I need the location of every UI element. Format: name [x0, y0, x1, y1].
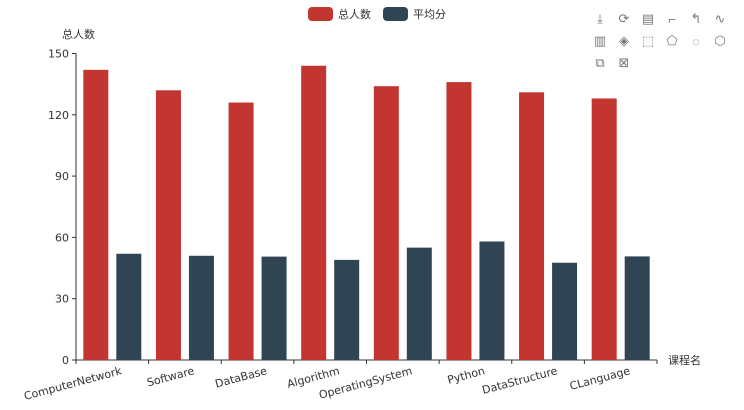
bar-icon[interactable]: ▥ — [593, 33, 607, 48]
legend-label: 平均分 — [413, 9, 446, 21]
legend-item-average[interactable]: 平均分 — [383, 6, 446, 22]
bar-total — [373, 86, 399, 361]
stack-icon[interactable]: ◈ — [619, 33, 629, 48]
toolbox: ⤓ ⟳ ▤ ⌐ ↰ ∿ ▥ ◈ ⬚ ⬠ ◌ ⬡ ⧉ ⊠ — [588, 8, 738, 74]
y-tick-label: 60 — [55, 231, 69, 244]
y-tick-label: 30 — [55, 293, 69, 306]
y-tick-label: 150 — [48, 48, 69, 61]
bar-average — [116, 253, 142, 360]
bar-total — [155, 90, 181, 360]
data-view-icon[interactable]: ▤ — [641, 11, 655, 26]
bar-average — [624, 256, 650, 360]
y-tick-label: 90 — [55, 170, 69, 183]
x-tick-label: Software — [146, 364, 196, 389]
polygon-select-icon[interactable]: ⬠ — [666, 33, 678, 48]
y-axis-title: 总人数 — [62, 27, 95, 41]
rect-select-icon[interactable]: ⬚ — [641, 33, 655, 48]
x-axis-title: 课程名 — [668, 353, 701, 367]
x-tick-label: ComputerNetwork — [23, 364, 124, 403]
clear-icon[interactable]: ⊠ — [618, 55, 630, 70]
tiled-icon[interactable]: ⧉ — [595, 55, 605, 70]
download-icon[interactable]: ⤓ — [597, 11, 603, 26]
zoom-icon[interactable]: ⌐ — [668, 11, 676, 27]
clear-select-icon[interactable]: ⬡ — [714, 33, 726, 48]
zoom-reset-icon[interactable]: ↰ — [690, 11, 702, 26]
bar-total — [83, 69, 109, 360]
legend-swatch — [308, 7, 333, 21]
legend-swatch — [383, 7, 408, 21]
bar-average — [334, 259, 360, 360]
y-tick-label: 0 — [62, 354, 69, 367]
x-tick-label: CLanguage — [568, 364, 631, 393]
y-tick-label: 120 — [48, 109, 69, 122]
bar-average — [406, 247, 432, 360]
line-icon[interactable]: ∿ — [714, 11, 726, 26]
keep-select-icon[interactable]: ◌ — [692, 33, 700, 49]
legend-label: 总人数 — [338, 9, 371, 21]
x-tick-label: DataStructure — [481, 364, 559, 397]
legend-item-total[interactable]: 总人数 — [308, 6, 371, 22]
bar-total — [519, 92, 545, 360]
legend: 总人数 平均分 — [308, 6, 446, 22]
bar-total — [228, 102, 254, 360]
x-tick-label: DataBase — [214, 364, 269, 390]
bar-average — [552, 262, 578, 360]
bar-total — [591, 98, 617, 360]
x-tick-label: Python — [446, 364, 486, 386]
refresh-icon[interactable]: ⟳ — [618, 11, 630, 26]
bar-average — [479, 241, 505, 360]
bar-total — [301, 65, 327, 360]
bar-total — [446, 82, 472, 361]
bar-average — [188, 255, 214, 360]
bar-average — [261, 256, 287, 360]
